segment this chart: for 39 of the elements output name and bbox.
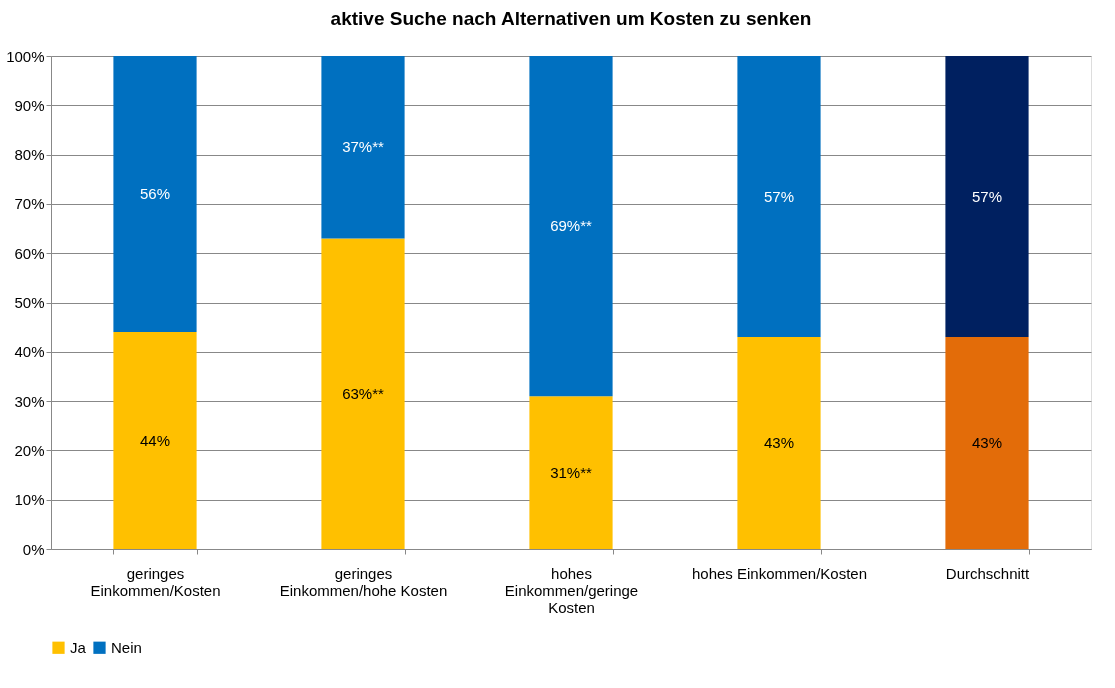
bar [113, 332, 197, 549]
data-label: 56% [139, 185, 171, 203]
data-label: 69%** [550, 217, 593, 235]
data-label: 63%** [342, 384, 385, 402]
y-tick-label: 20% [14, 441, 45, 459]
y-tick-label: 100% [6, 47, 45, 65]
bar [321, 238, 405, 549]
y-tick-label: 0% [22, 540, 45, 558]
x-tick-label: hohes Einkommen/Kosten [691, 564, 868, 582]
bar [529, 56, 613, 397]
x-tick-label: geringes Einkommen/hohe Kosten [279, 564, 448, 599]
y-tick-label: 30% [14, 392, 45, 410]
y-tick-label: 70% [14, 195, 45, 213]
x-tick-label: hohes Einkommen/geringe Kosten [504, 564, 639, 616]
legend-label: Nein [111, 638, 142, 656]
y-tick-label: 50% [14, 294, 45, 311]
data-label: 31%** [550, 463, 593, 481]
data-label: 43% [763, 434, 795, 452]
bar [737, 337, 821, 549]
chart-title: aktive Suche nach Alternativen um Kosten zu senken [330, 8, 812, 29]
bar [945, 56, 1029, 338]
x-tick-label: Durchschnitt [945, 564, 1031, 582]
data-label: 44% [139, 431, 171, 449]
data-label: 57% [971, 187, 1003, 205]
bar [737, 56, 821, 338]
x-tick-label: geringes Einkommen/Kosten [90, 564, 221, 599]
data-label: 37%** [342, 138, 385, 156]
y-tick-label: 40% [14, 343, 45, 361]
data-label: 43% [971, 434, 1003, 452]
bar [321, 56, 405, 239]
y-tick-label: 10% [14, 491, 45, 509]
y-tick-label: 80% [14, 146, 45, 164]
bar [113, 56, 197, 333]
bar [529, 396, 613, 549]
legend-label: Ja [70, 638, 87, 656]
data-label: 57% [763, 187, 795, 205]
y-tick-label: 60% [14, 244, 45, 262]
bar [945, 337, 1029, 549]
y-tick-label: 90% [14, 96, 45, 114]
